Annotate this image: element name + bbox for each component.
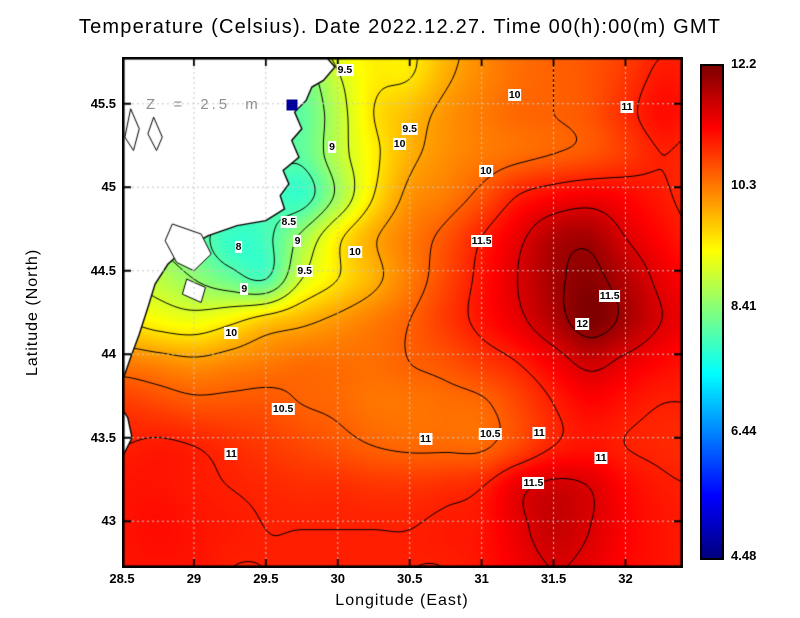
contour-label: 11 — [418, 433, 433, 446]
x-tick-label: 32 — [618, 571, 633, 586]
contour-label: 9 — [328, 141, 336, 154]
y-axis-label: Latitude (North) — [24, 248, 41, 377]
figure-title: Temperature (Celsius). Date 2022.12.27. … — [78, 16, 722, 38]
contour-label: 8 — [234, 241, 243, 254]
contour-label: 9.5 — [401, 122, 418, 135]
depth-annotation: Z = 2.5 m — [146, 96, 261, 113]
contour-label: 10 — [392, 137, 407, 150]
colorbar — [700, 64, 724, 560]
contour-label: 11.5 — [470, 234, 493, 247]
y-tick-label: 44.5 — [90, 262, 116, 278]
x-tick-label: 31.5 — [540, 571, 567, 586]
contour-label: 8.5 — [280, 216, 298, 229]
colorbar-tick-label: 6.44 — [731, 423, 757, 439]
colorbar-tick-label: 8.41 — [731, 297, 757, 313]
contour-label: 10.5 — [271, 403, 295, 416]
contour-label: 9 — [293, 234, 302, 247]
contour-label: 12 — [575, 318, 590, 331]
contour-label: 11 — [532, 426, 546, 439]
contour-label: 10 — [224, 326, 239, 339]
contour-label: 10 — [479, 164, 493, 177]
colorbar-tick-label: 4.48 — [731, 548, 757, 563]
contour-label: 10.5 — [479, 428, 502, 441]
contour-label: 10 — [507, 89, 522, 102]
x-tick-label: 30.5 — [397, 571, 423, 586]
contour-label: 9.5 — [336, 64, 354, 77]
y-tick-label: 43 — [101, 513, 116, 529]
y-tick-label: 45 — [101, 179, 116, 195]
x-axis-label: Longitude (East) — [335, 592, 469, 609]
contour-label: 11 — [620, 101, 634, 114]
y-tick-label: 45.5 — [90, 95, 116, 111]
colorbar-tick-label: 10.3 — [731, 177, 757, 193]
x-tick-label: 28.5 — [109, 571, 135, 586]
y-tick-label: 44 — [101, 346, 116, 362]
contour-label: 9.5 — [296, 264, 313, 277]
contour-label: 10 — [348, 246, 362, 259]
contour-label: 9 — [240, 283, 249, 296]
contour-label: 11 — [594, 451, 608, 464]
y-tick-label: 43.5 — [90, 429, 116, 445]
x-tick-label: 29 — [186, 571, 202, 586]
contour-label: 11 — [224, 448, 238, 461]
contour-label: 11.5 — [522, 476, 545, 489]
x-tick-label: 29.5 — [253, 571, 279, 586]
colorbar-tick-label: 12.2 — [731, 56, 757, 71]
x-tick-label: 30 — [330, 571, 345, 586]
x-tick-label: 31 — [474, 571, 489, 586]
station-marker — [286, 99, 298, 111]
contour-label: 11.5 — [598, 289, 621, 302]
